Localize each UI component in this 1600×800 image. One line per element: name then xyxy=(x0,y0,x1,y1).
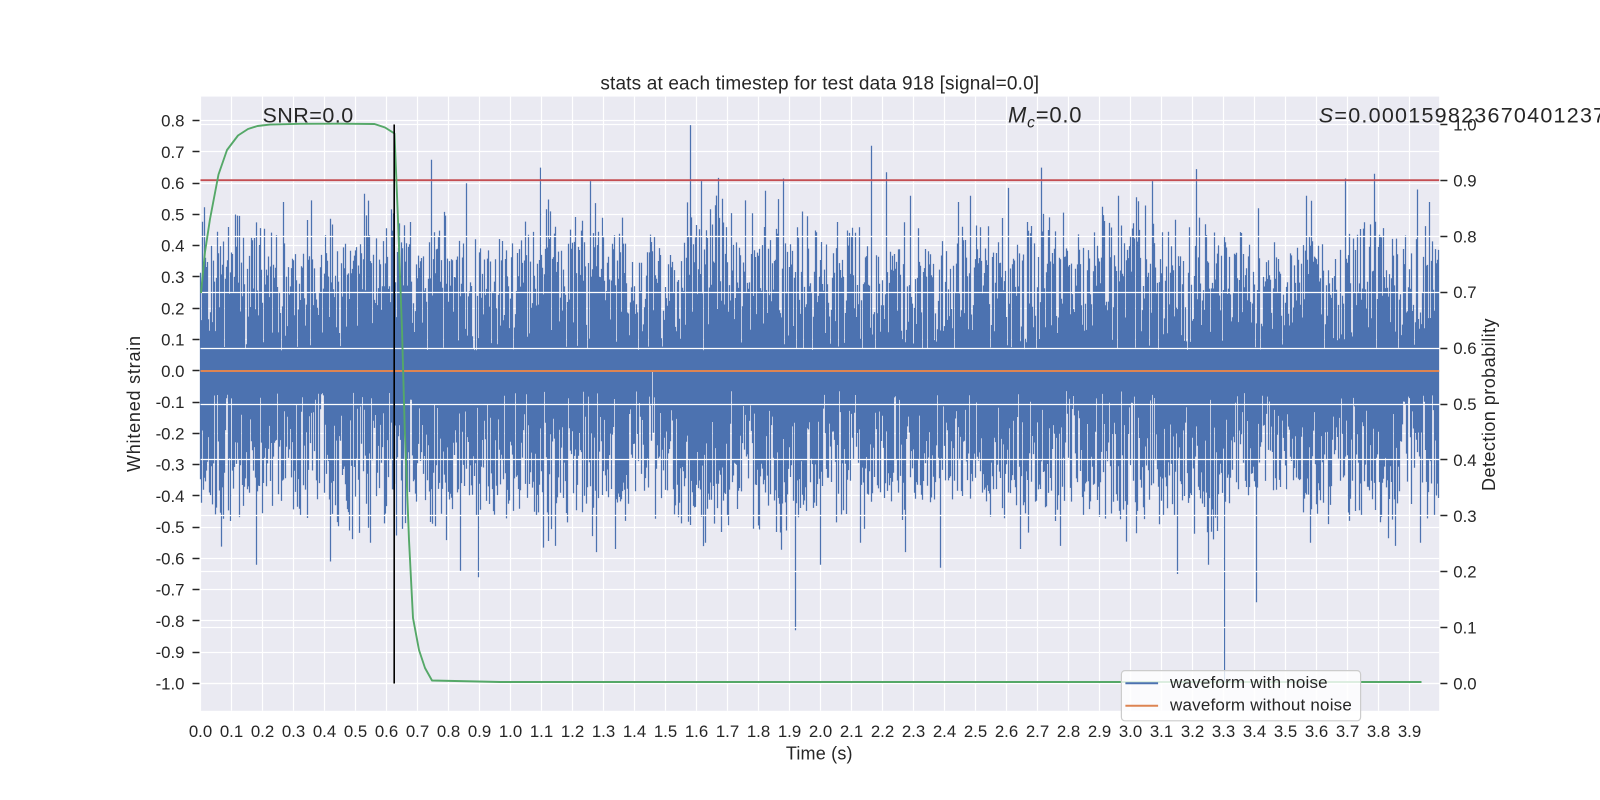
svg-text:0.1: 0.1 xyxy=(1453,619,1476,638)
svg-text:1.4: 1.4 xyxy=(623,722,646,741)
svg-text:1.0: 1.0 xyxy=(499,722,522,741)
svg-text:3.7: 3.7 xyxy=(1336,722,1359,741)
svg-text:0.3: 0.3 xyxy=(1453,507,1476,526)
svg-text:stats at each timestep for tes: stats at each timestep for test data 918… xyxy=(600,73,1039,94)
svg-text:3.9: 3.9 xyxy=(1398,722,1421,741)
svg-text:0.5: 0.5 xyxy=(161,206,184,225)
svg-text:0.0: 0.0 xyxy=(1453,675,1476,694)
svg-text:0.7: 0.7 xyxy=(406,722,429,741)
svg-text:0.6: 0.6 xyxy=(1453,339,1476,358)
svg-text:0.8: 0.8 xyxy=(161,112,184,131)
svg-text:Mc=0.0: Mc=0.0 xyxy=(1008,103,1082,132)
svg-text:1.8: 1.8 xyxy=(747,722,770,741)
svg-text:2.2: 2.2 xyxy=(871,722,894,741)
svg-text:SNR=0.0: SNR=0.0 xyxy=(263,104,354,128)
svg-text:0.4: 0.4 xyxy=(161,237,184,256)
svg-text:1.9: 1.9 xyxy=(778,722,801,741)
svg-text:0.4: 0.4 xyxy=(313,722,336,741)
svg-text:1.1: 1.1 xyxy=(530,722,553,741)
svg-text:3.0: 3.0 xyxy=(1119,722,1142,741)
svg-text:-0.3: -0.3 xyxy=(156,456,185,475)
svg-text:-0.7: -0.7 xyxy=(156,581,185,600)
svg-text:2.6: 2.6 xyxy=(995,722,1018,741)
svg-text:2.8: 2.8 xyxy=(1057,722,1080,741)
svg-text:0.6: 0.6 xyxy=(375,722,398,741)
svg-text:2.9: 2.9 xyxy=(1088,722,1111,741)
svg-text:0.9: 0.9 xyxy=(468,722,491,741)
svg-text:2.3: 2.3 xyxy=(902,722,925,741)
svg-text:3.2: 3.2 xyxy=(1181,722,1204,741)
svg-text:0.2: 0.2 xyxy=(251,722,274,741)
svg-text:waveform without noise: waveform without noise xyxy=(1169,696,1352,715)
svg-text:Detection probability: Detection probability xyxy=(1479,318,1499,491)
svg-text:-1.0: -1.0 xyxy=(156,675,185,694)
svg-text:0.1: 0.1 xyxy=(161,331,184,350)
svg-text:-0.6: -0.6 xyxy=(156,549,185,568)
svg-text:0.5: 0.5 xyxy=(1453,395,1476,414)
svg-text:0.7: 0.7 xyxy=(161,143,184,162)
svg-text:S=0.00015982367040123715: S=0.00015982367040123715 xyxy=(1319,103,1600,127)
svg-text:0.9: 0.9 xyxy=(1453,171,1476,190)
svg-text:0.5: 0.5 xyxy=(344,722,367,741)
svg-text:Whitened strain: Whitened strain xyxy=(124,335,144,472)
svg-text:1.7: 1.7 xyxy=(716,722,739,741)
svg-text:3.6: 3.6 xyxy=(1305,722,1328,741)
svg-text:3.4: 3.4 xyxy=(1243,722,1266,741)
svg-text:0.0: 0.0 xyxy=(161,362,184,381)
svg-text:Time (s): Time (s) xyxy=(786,743,853,763)
svg-text:0.7: 0.7 xyxy=(1453,283,1476,302)
svg-text:-0.9: -0.9 xyxy=(156,643,185,662)
svg-text:1.0: 1.0 xyxy=(1453,116,1476,135)
svg-text:-0.1: -0.1 xyxy=(156,393,185,412)
svg-text:3.1: 3.1 xyxy=(1150,722,1173,741)
svg-text:0.1: 0.1 xyxy=(220,722,243,741)
svg-text:2.5: 2.5 xyxy=(964,722,987,741)
svg-text:0.3: 0.3 xyxy=(161,268,184,287)
svg-text:0.8: 0.8 xyxy=(437,722,460,741)
svg-text:1.5: 1.5 xyxy=(654,722,677,741)
svg-text:0.2: 0.2 xyxy=(1453,563,1476,582)
svg-text:-0.2: -0.2 xyxy=(156,424,185,443)
svg-text:0.4: 0.4 xyxy=(1453,451,1476,470)
svg-text:0.3: 0.3 xyxy=(282,722,305,741)
svg-text:0.0: 0.0 xyxy=(189,722,212,741)
svg-text:1.2: 1.2 xyxy=(561,722,584,741)
svg-text:3.8: 3.8 xyxy=(1367,722,1390,741)
svg-text:3.5: 3.5 xyxy=(1274,722,1297,741)
svg-text:0.6: 0.6 xyxy=(161,174,184,193)
svg-text:1.6: 1.6 xyxy=(685,722,708,741)
svg-text:-0.5: -0.5 xyxy=(156,518,185,537)
svg-text:-0.8: -0.8 xyxy=(156,612,185,631)
svg-text:-0.4: -0.4 xyxy=(156,487,185,506)
svg-text:1.3: 1.3 xyxy=(592,722,615,741)
svg-text:0.2: 0.2 xyxy=(161,299,184,318)
svg-text:2.4: 2.4 xyxy=(933,722,956,741)
svg-text:waveform with noise: waveform with noise xyxy=(1169,673,1328,692)
svg-text:2.0: 2.0 xyxy=(809,722,832,741)
svg-text:2.7: 2.7 xyxy=(1026,722,1049,741)
svg-text:3.3: 3.3 xyxy=(1212,722,1235,741)
svg-text:0.8: 0.8 xyxy=(1453,227,1476,246)
svg-text:2.1: 2.1 xyxy=(840,722,863,741)
